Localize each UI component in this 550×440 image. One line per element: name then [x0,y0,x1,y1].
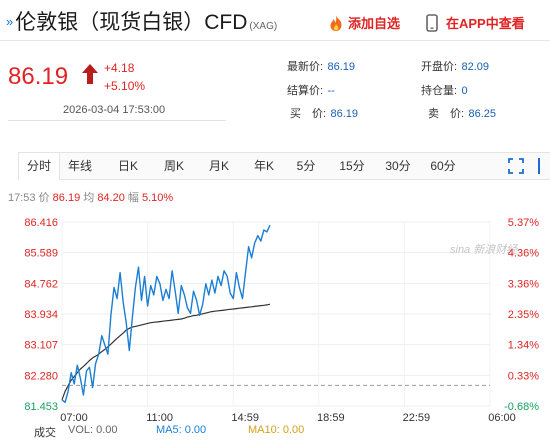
tab-yearly-k[interactable]: 年K [253,159,274,173]
y-tick-label: 81.453 [24,401,58,413]
field-value: 86.19 [327,61,356,73]
x-tick-label: 11:00 [146,412,173,424]
x-tick-label: 14:59 [231,412,259,424]
field-value: 0 [461,85,468,97]
ma10-value: MA10: 0.00 [248,424,305,436]
instrument-code: (XAG) [249,21,278,32]
field-label: 结算价: [287,85,324,97]
header-divider [0,40,550,41]
field-value: 82.09 [461,61,490,73]
y-tick-label: 83.934 [24,309,58,321]
tab-weekly-k[interactable]: 周K [163,159,184,173]
info-price-label: 价 [38,192,50,204]
tab-30min[interactable]: 30分 [385,159,411,173]
instrument-title: »伦敦银（现货白银）CFD (XAG) [6,6,277,36]
field-label: 持仓量: [421,85,458,97]
ask-price-field: 卖 价: 86.25 [428,104,496,122]
info-avg-label: 均 [83,192,95,204]
view-in-app-button[interactable]: 在APP中查看 [426,13,525,32]
chart-series [61,224,271,404]
tab-year-line[interactable]: 年线 [67,159,92,173]
chart-grid [61,221,491,407]
y-percent-tick-label: 0.33% [508,370,539,382]
up-arrow-icon [82,64,98,84]
x-tick-label: 06:00 [488,412,516,424]
field-label: 卖 价: [428,108,465,120]
double-chevron-icon: » [6,14,14,29]
info-time: 17:53 [8,192,36,204]
settlement-price-field: 结算价: -- [287,81,335,99]
y-tick-label: 82.280 [24,370,58,382]
average-price-line [61,303,271,401]
add-watchlist-button[interactable]: 添加自选 [328,13,400,32]
x-tick-label: 22:59 [403,412,431,424]
latest-price-field: 最新价: 86.19 [287,57,355,75]
mobile-phone-icon [426,13,438,32]
y-tick-label: 85.589 [24,248,58,260]
bid-price-field: 买 价: 86.19 [290,104,358,122]
field-value: 86.19 [330,108,359,120]
field-value: 86.25 [468,108,497,120]
price-divider [8,120,226,121]
add-watchlist-label: 添加自选 [348,16,401,31]
view-in-app-label: 在APP中查看 [446,16,525,31]
instrument-name: 伦敦银（现货白银）CFD [15,11,248,34]
quote-datetime: 2026-03-04 17:53:00 [63,104,166,116]
tab-intraday[interactable]: 分时 [18,153,60,180]
crosshair-info-bar: 17:53 价 86.19 均 84.20 幅 5.10% [8,189,173,205]
info-avg: 84.20 [97,192,125,204]
tab-60min[interactable]: 60分 [430,159,456,173]
price-line [61,224,271,404]
field-label: 买 价: [290,108,327,120]
tab-15min[interactable]: 15分 [339,159,365,173]
tab-daily-k[interactable]: 日K [117,159,138,173]
y-percent-tick-label: 4.36% [508,248,539,260]
sina-watermark: sina 新浪财经 [450,243,518,256]
ma5-value: MA5: 0.00 [156,424,207,436]
fullscreen-icon[interactable] [507,157,525,175]
field-value: -- [327,85,335,97]
x-tick-label: 18:59 [317,412,345,424]
open-interest-field: 持仓量: 0 [421,81,468,99]
y-tick-label: 84.762 [24,278,58,290]
chart-y-axis: 86.416 85.589 84.762 83.934 83.107 82.280 81.4… [24,217,539,413]
info-price: 86.19 [52,192,81,204]
y-tick-label: 83.107 [24,340,58,352]
y-percent-tick-label: -0.68% [504,401,539,413]
volume-label: 成交 [34,427,56,439]
y-percent-tick-label: 3.36% [508,278,539,290]
intraday-chart[interactable]: sina 新浪财经 86.416 85.589 84.762 83.934 83.107… [0,206,550,438]
price-change: +4.18 [104,61,135,75]
chart-x-axis: 07:00 11:00 14:59 18:59 22:59 06:00 [60,412,516,424]
price-change-percent: +5.10% [104,79,146,93]
field-label: 开盘价: [421,61,458,73]
flame-icon [330,14,342,31]
y-percent-tick-label: 1.34% [508,340,539,352]
field-label: 最新价: [287,61,324,73]
volume-value: VOL: 0.00 [68,424,118,436]
x-tick-label: 07:00 [60,412,88,424]
tab-monthly-k[interactable]: 月K [208,159,229,173]
last-price: 86.19 [8,63,69,90]
open-price-field: 开盘价: 82.09 [421,57,489,75]
more-icon[interactable] [534,157,550,175]
info-amplitude: 5.10% [141,192,174,204]
y-percent-tick-label: 5.37% [508,217,539,229]
info-amp-label: 幅 [127,192,139,204]
tab-5min[interactable]: 5分 [296,159,316,173]
period-tab-bar: 分时 年线 日K 周K 月K 年K 5分 15分 30分 60分 [18,152,550,180]
y-tick-label: 86.416 [24,217,58,229]
y-percent-tick-label: 2.35% [508,309,539,321]
